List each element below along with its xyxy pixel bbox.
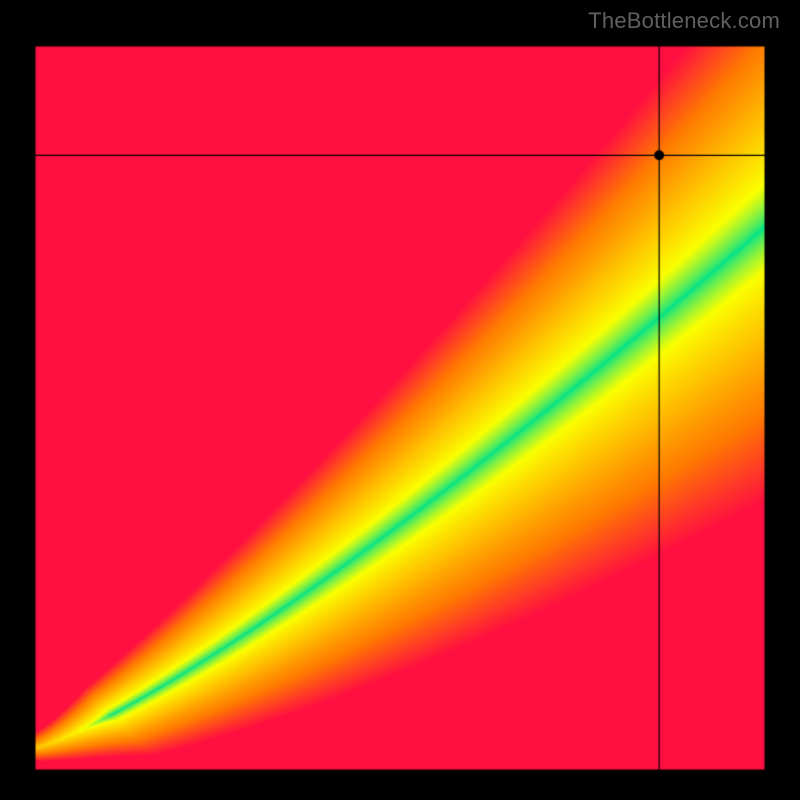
plot-area	[25, 36, 775, 780]
watermark-text: TheBottleneck.com	[588, 8, 780, 34]
heatmap-canvas	[25, 36, 775, 780]
